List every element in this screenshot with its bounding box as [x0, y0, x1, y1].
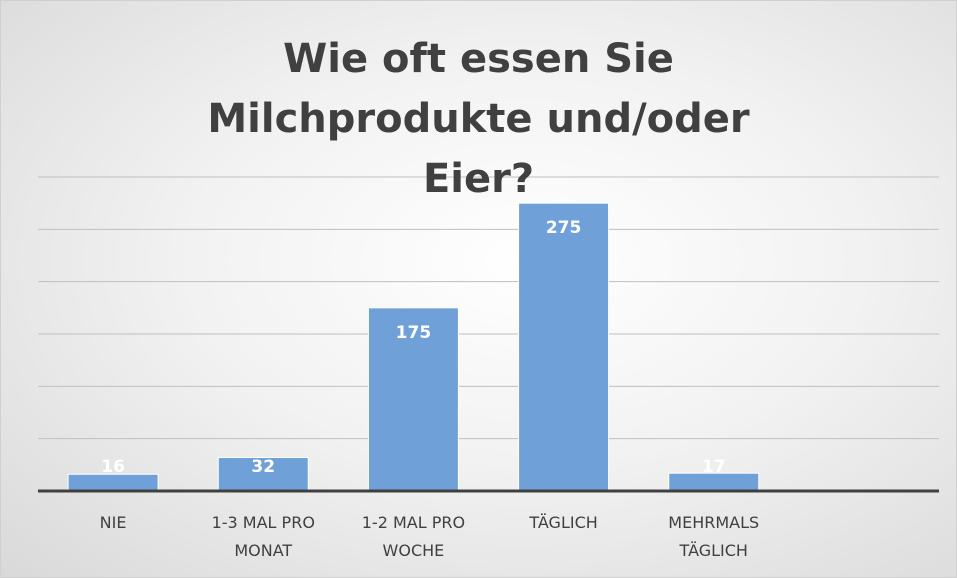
chart-title: Wie oft essen Sie Milchprodukte und/oder… [207, 36, 750, 202]
x-tick-label: NIE [99, 513, 127, 532]
value-label: 32 [251, 457, 275, 477]
x-tick-label: 1-2 MAL PRO WOCHE [361, 513, 466, 560]
value-label: 17 [702, 457, 726, 477]
value-label: 275 [546, 218, 582, 238]
x-tick-label: 1-3 MAL PRO MONAT [211, 513, 315, 560]
bar [518, 202, 610, 492]
x-tick-label: TÄGLICH [529, 513, 598, 532]
value-label: 175 [396, 323, 432, 343]
bar [217, 457, 309, 492]
value-label: 16 [101, 457, 125, 477]
x-tick-label: MEHRMALS TÄGLICH [668, 513, 760, 560]
